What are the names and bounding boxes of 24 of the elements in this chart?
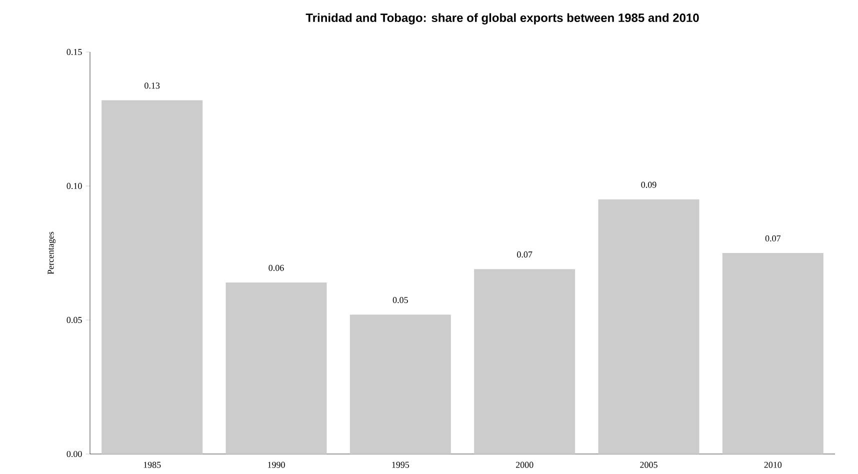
data-label: 0.05 (392, 296, 408, 304)
x-tick-label: 2010 (764, 462, 782, 468)
x-tick-label: 1985 (144, 462, 161, 468)
y-tick-label: 0.00 (66, 450, 82, 458)
bar (474, 269, 576, 454)
bar (722, 253, 824, 454)
data-label: 0.06 (268, 264, 284, 271)
x-tick-label: 1995 (392, 462, 410, 468)
data-label: 0.07 (765, 235, 781, 242)
x-tick-label: 2005 (640, 462, 658, 468)
bar (350, 314, 451, 454)
data-label: 0.09 (641, 182, 656, 188)
y-tick-label: 0.05 (66, 316, 82, 324)
y-tick-label: 0.15 (66, 48, 82, 56)
data-label: 0.07 (517, 251, 532, 258)
chart-title: Trinidad and Tobago: share of global exports between 1985 and 2010 (306, 13, 699, 24)
bar (102, 100, 203, 454)
bar (226, 282, 327, 454)
bar (598, 199, 700, 454)
data-label: 0.13 (144, 82, 160, 89)
y-axis-title: Percentages (48, 232, 56, 274)
x-tick-label: 2000 (516, 462, 534, 468)
x-tick-label: 1990 (268, 462, 285, 468)
y-tick-label: 0.10 (66, 182, 82, 190)
